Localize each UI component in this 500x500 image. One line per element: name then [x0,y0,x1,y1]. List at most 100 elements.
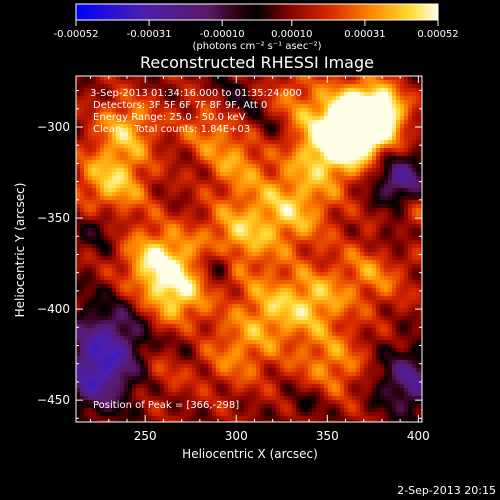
heatmap-cell [368,264,372,268]
heatmap-cell [116,124,120,128]
heatmap-cell [396,180,400,184]
heatmap-cell [172,208,176,212]
heatmap-cell [388,264,392,268]
heatmap-cell [404,216,408,220]
heatmap-cell [168,192,172,196]
heatmap-cell [344,272,348,276]
heatmap-cell [248,300,252,304]
heatmap-cell [116,176,120,180]
heatmap-cell [112,248,116,252]
heatmap-cell [384,228,388,232]
heatmap-cell [124,160,128,164]
heatmap-cell [244,92,248,96]
heatmap-cell [152,164,156,168]
heatmap-cell [324,212,328,216]
heatmap-cell [240,172,244,176]
heatmap-cell [88,76,92,80]
heatmap-cell [76,256,80,260]
heatmap-cell [372,176,376,180]
heatmap-cell [144,216,148,220]
heatmap-cell [328,124,332,128]
heatmap-cell [260,196,264,200]
heatmap-cell [332,240,336,244]
heatmap-cell [404,264,408,268]
heatmap-cell [88,112,92,116]
heatmap-cell [364,248,368,252]
heatmap-cell [340,92,344,96]
heatmap-cell [268,296,272,300]
heatmap-cell [240,232,244,236]
heatmap-cell [272,136,276,140]
heatmap-cell [420,116,422,120]
heatmap-cell [336,200,340,204]
heatmap-cell [324,216,328,220]
heatmap-cell [392,168,396,172]
heatmap-cell [312,224,316,228]
heatmap-cell [200,80,204,84]
heatmap-cell [288,160,292,164]
heatmap-cell [312,260,316,264]
heatmap-cell [164,228,168,232]
heatmap-cell [160,196,164,200]
heatmap-cell [300,240,304,244]
heatmap-cell [256,240,260,244]
heatmap-cell [152,300,156,304]
heatmap-cell [168,284,172,288]
heatmap-cell [144,156,148,160]
heatmap-cell [356,148,360,152]
heatmap-cell [100,244,104,248]
heatmap-cell [156,100,160,104]
heatmap-cell [420,196,422,200]
heatmap-cell [388,136,392,140]
heatmap-cell [100,196,104,200]
heatmap-cell [156,116,160,120]
heatmap-cell [276,236,280,240]
heatmap-cell [316,200,320,204]
heatmap-cell [360,248,364,252]
heatmap-cell [232,144,236,148]
heatmap-cell [240,140,244,144]
heatmap-cell [168,220,172,224]
heatmap-cell [132,268,136,272]
heatmap-cell [392,236,396,240]
heatmap-cell [92,256,96,260]
heatmap-cell [148,176,152,180]
heatmap-cell [184,136,188,140]
heatmap-cell [296,104,300,108]
heatmap-cell [176,272,180,276]
heatmap-cell [360,292,364,296]
heatmap-cell [152,204,156,208]
heatmap-cell [200,88,204,92]
heatmap-cell [384,200,388,204]
heatmap-cell [360,148,364,152]
heatmap-cell [288,220,292,224]
heatmap-cell [184,252,188,256]
heatmap-cell [100,124,104,128]
heatmap-cell [100,192,104,196]
heatmap-cell [96,164,100,168]
heatmap-cell [76,112,80,116]
heatmap-cell [348,148,352,152]
heatmap-cell [216,256,220,260]
heatmap-cell [308,280,312,284]
heatmap-cell [116,200,120,204]
heatmap-cell [172,272,176,276]
heatmap-cell [112,244,116,248]
heatmap-cell [316,300,320,304]
heatmap-cell [84,176,88,180]
heatmap-cell [112,104,116,108]
heatmap-cell [164,284,168,288]
heatmap-cell [392,104,396,108]
heatmap-cell [152,224,156,228]
heatmap-cell [328,208,332,212]
heatmap-cell [204,248,208,252]
heatmap-cell [280,156,284,160]
heatmap-cell [76,296,80,300]
heatmap-cell [88,224,92,228]
heatmap-cell [112,76,116,80]
heatmap-cell [212,92,216,96]
heatmap-cell [148,216,152,220]
heatmap-cell [84,168,88,172]
heatmap-cell [228,80,232,84]
heatmap-cell [412,144,416,148]
